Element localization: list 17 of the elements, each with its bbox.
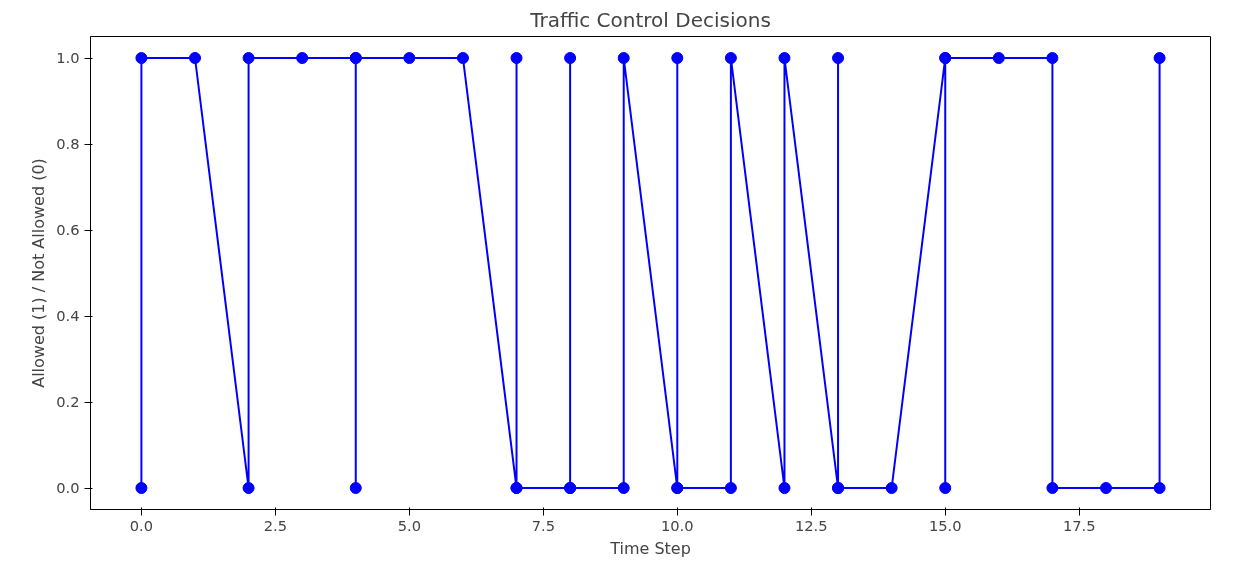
x-tick-label: 5.0 (397, 516, 422, 534)
x-tick-label: 15.0 (928, 516, 962, 534)
x-tick-label: 17.5 (1062, 516, 1096, 534)
x-tick-label: 12.5 (794, 516, 828, 534)
y-tick-label: 1.0 (56, 49, 80, 66)
x-tick-label: 2.5 (263, 516, 288, 534)
y-tick-label: 0.4 (56, 307, 80, 324)
x-tick-label: 0.0 (129, 516, 154, 534)
x-tick-label: 10.0 (660, 516, 694, 534)
y-tick-label: 0.0 (56, 479, 80, 496)
y-tick-label: 0.6 (56, 221, 80, 238)
y-tick-label: 0.8 (56, 135, 80, 152)
x-tick-label: 7.5 (531, 516, 555, 534)
x-axis-title: Time Step (609, 538, 691, 558)
y-tick-label: 0.2 (56, 393, 80, 410)
y-axis-title: Allowed (1) / Not Allowed (0) (29, 158, 49, 388)
chart-title: Traffic Control Decisions (529, 7, 771, 32)
